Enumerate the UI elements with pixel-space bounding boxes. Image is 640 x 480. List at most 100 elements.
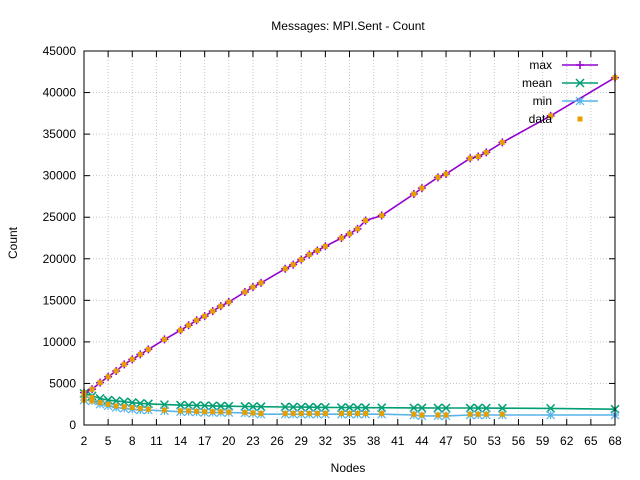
data-point — [499, 139, 505, 145]
data-point — [363, 410, 369, 416]
data-point — [145, 406, 151, 412]
data-point — [258, 280, 264, 286]
y-tick-label: 20000 — [43, 252, 77, 266]
legend-marker-data — [577, 116, 583, 122]
data-point — [483, 411, 489, 417]
legend-label-mean: mean — [522, 76, 552, 90]
data-point — [411, 411, 417, 417]
x-tick-label: 29 — [295, 434, 309, 448]
x-tick-label: 65 — [584, 434, 598, 448]
data-point — [97, 400, 103, 406]
data-point — [105, 401, 111, 407]
series-point-mean — [256, 402, 266, 412]
data-point — [435, 412, 441, 418]
data-point — [121, 404, 127, 410]
data-point — [202, 409, 208, 415]
series-point-mean — [192, 400, 202, 410]
data-point — [97, 380, 103, 386]
series-point-mean — [312, 402, 322, 412]
data-point — [121, 361, 127, 367]
series-point-mean — [417, 403, 427, 413]
series-point-mean — [465, 403, 475, 413]
data-point — [137, 351, 143, 357]
y-tick-label: 5000 — [49, 376, 76, 390]
y-tick-label: 25000 — [43, 210, 77, 224]
data-point — [290, 262, 296, 268]
data-point — [145, 346, 151, 352]
x-tick-label: 20 — [222, 434, 236, 448]
legend-label-min: min — [533, 94, 552, 108]
data-point — [379, 213, 385, 219]
y-tick-label: 45000 — [43, 44, 77, 58]
series-point-mean — [497, 403, 507, 413]
series-point-mean — [127, 398, 137, 408]
data-point — [298, 410, 304, 416]
data-point — [347, 410, 352, 416]
series-point-mean — [320, 402, 330, 412]
series-point-mean — [288, 402, 298, 412]
data-point — [282, 266, 288, 272]
data-point — [363, 218, 369, 224]
y-tick-label: 10000 — [43, 335, 77, 349]
data-point — [306, 252, 312, 258]
plot-border — [83, 50, 616, 426]
data-point — [89, 398, 95, 404]
x-tick-label: 50 — [464, 434, 478, 448]
x-axis-label: Nodes — [331, 461, 366, 475]
x-tick-label: 23 — [246, 434, 260, 448]
x-tick-label: 62 — [560, 434, 574, 448]
data-point — [355, 226, 361, 232]
x-tick-label: 44 — [415, 434, 429, 448]
x-tick-label: 59 — [536, 434, 550, 448]
data-point — [161, 336, 167, 342]
data-point — [250, 284, 256, 290]
series-point-mean — [377, 403, 387, 413]
data-point — [347, 231, 352, 237]
data-point — [218, 409, 224, 415]
x-tick-label: 32 — [319, 434, 333, 448]
x-tick-label: 47 — [439, 434, 453, 448]
data-point — [322, 243, 328, 249]
series-point-min — [546, 410, 556, 420]
data-point — [338, 235, 344, 241]
series-point-mean — [200, 401, 210, 411]
data-point — [186, 322, 192, 328]
data-point — [298, 257, 304, 263]
x-tick-label: 11 — [150, 434, 163, 448]
series-point-mean — [304, 402, 314, 412]
series-point-mean — [159, 400, 169, 410]
data-point — [242, 410, 248, 416]
series-point-mean — [176, 400, 186, 410]
data-point — [186, 408, 192, 414]
data-point — [210, 308, 216, 314]
x-tick-label: 38 — [367, 434, 381, 448]
data-point — [226, 409, 232, 415]
series-point-mean — [296, 402, 306, 412]
ticks: 0 5000 10000 15000 20000 25000 30000 35000 40000… — [43, 44, 622, 448]
series-point-mean — [224, 401, 234, 411]
data-point — [282, 410, 288, 416]
y-tick-label: 30000 — [43, 169, 77, 183]
data-point — [178, 408, 184, 414]
legend-label-data: data — [529, 112, 553, 126]
legend-marker-mean — [575, 78, 585, 88]
series-point-mean — [184, 400, 194, 410]
data-point — [548, 113, 554, 119]
series-point-mean — [361, 403, 371, 413]
data-point — [89, 395, 95, 401]
y-tick-label: 35000 — [43, 127, 77, 141]
data-point — [242, 289, 248, 295]
data-point — [202, 313, 208, 319]
series-point-mean — [441, 403, 451, 413]
series-point-mean — [208, 401, 218, 411]
series-point-mean — [344, 403, 355, 413]
data-point — [129, 356, 135, 362]
y-axis-label: Count — [6, 226, 20, 259]
data-point — [113, 403, 119, 409]
plot-area — [79, 73, 620, 421]
legend-marker-min — [575, 96, 585, 106]
data-point — [129, 405, 135, 411]
y-tick-label: 0 — [69, 418, 76, 432]
data-point — [161, 407, 167, 413]
data-point — [137, 405, 143, 411]
